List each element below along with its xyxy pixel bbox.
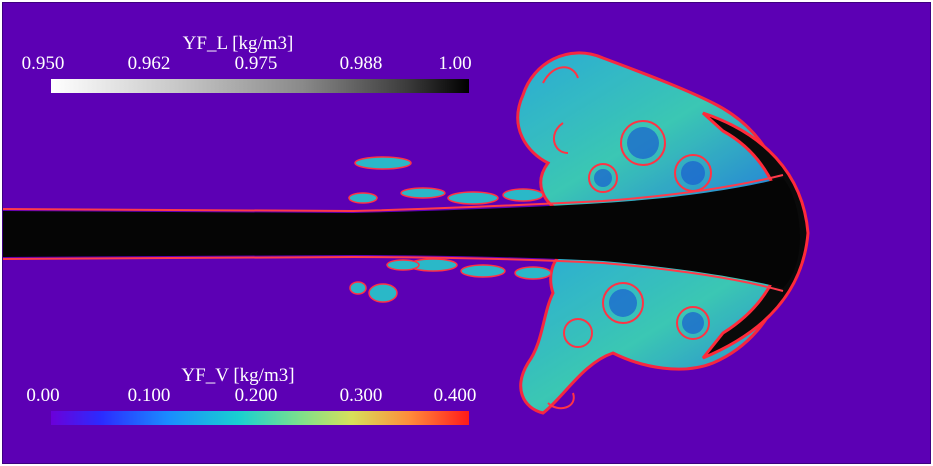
liquid-tick-0: 0.950 — [21, 53, 65, 74]
vapor-tick-0: 0.00 — [26, 385, 60, 406]
vapor-colorbar-ticks: 0.00 0.100 0.200 0.300 0.400 — [3, 385, 476, 407]
vapor-tick-1: 0.100 — [127, 385, 171, 406]
liquid-tick-1: 0.962 — [127, 53, 171, 74]
liquid-tick-2: 0.975 — [234, 53, 278, 74]
liquid-tick-3: 0.988 — [339, 53, 383, 74]
vapor-tick-2: 0.200 — [234, 385, 278, 406]
upper-shear-wisps — [348, 156, 544, 205]
liquid-jet-core — [3, 178, 800, 288]
lower-vortex-structures — [547, 282, 710, 410]
upper-shear-layer — [3, 174, 784, 213]
vapor-tick-3: 0.300 — [339, 385, 383, 406]
lower-vortex-fill — [609, 289, 704, 334]
lower-shear-layer — [3, 255, 784, 292]
lower-shear-wisps — [349, 258, 552, 303]
liquid-colorbar-title: YF_L [kg/m3] — [182, 33, 294, 54]
upper-vortex-structures — [542, 66, 712, 193]
liquid-tick-4: 1.00 — [438, 53, 472, 74]
liquid-colorbar-ticks: 0.950 0.962 0.975 0.988 1.00 — [3, 53, 473, 75]
vapor-tick-4: 0.400 — [433, 385, 477, 406]
jet-simulation-field — [3, 51, 810, 415]
liquid-fraction-colorbar: YF_L [kg/m3] 0.950 0.962 0.975 0.988 1.0… — [3, 33, 473, 113]
vapor-fraction-colorbar: YF_V [kg/m3] 0.00 0.100 0.200 0.300 0.40… — [3, 365, 476, 445]
upper-vortex-fill — [594, 127, 705, 187]
vapor-colorbar-title: YF_V [kg/m3] — [181, 365, 295, 386]
vapor-colorbar-gradient — [51, 411, 469, 425]
liquid-colorbar-gradient — [51, 79, 469, 93]
